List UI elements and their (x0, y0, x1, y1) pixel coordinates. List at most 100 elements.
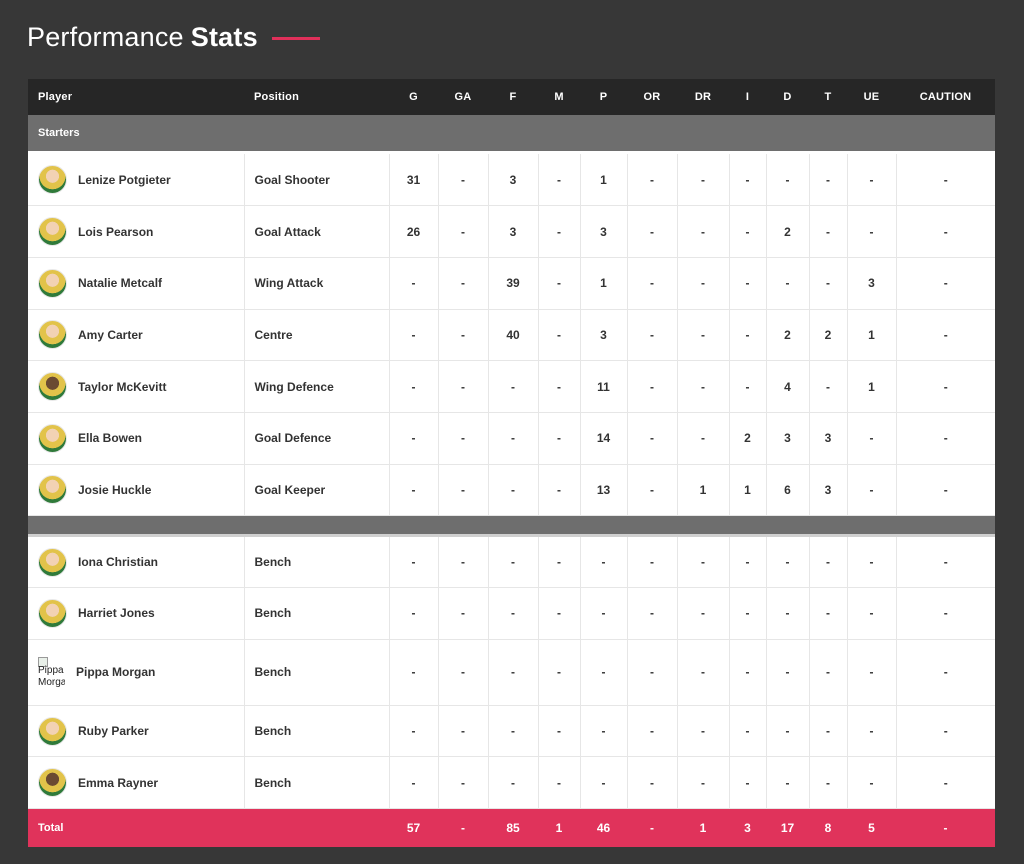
stat-cell: - (728, 205, 766, 258)
player-name[interactable]: Amy Carter (78, 327, 143, 342)
player-cell[interactable]: Lenize Potgieter (28, 154, 244, 207)
stat-cell: - (676, 154, 729, 207)
player-position: Centre (243, 309, 389, 362)
player-row[interactable]: Ella Bowen Goal Defence - - - -14- -2 3 3- - (28, 412, 995, 465)
player-name[interactable]: Ruby Parker (78, 724, 149, 739)
column-header[interactable]: D (766, 79, 809, 115)
stat-cell: - (487, 412, 538, 465)
player-cell[interactable]: Taylor McKevitt (28, 360, 244, 413)
player-cell[interactable]: Ella Bowen (28, 412, 244, 465)
stat-cell: 40 (487, 309, 538, 362)
page-title-light: Performance (27, 22, 184, 52)
player-row[interactable]: Emma Rayner Bench - - - - - - - - - - - - (28, 756, 995, 810)
player-avatar (38, 320, 67, 350)
stat-cell: 26 (388, 205, 438, 258)
player-cell[interactable]: Iona Christian (28, 535, 244, 588)
column-header[interactable]: P (580, 79, 627, 115)
stat-cell: - (537, 756, 580, 810)
total-stat-cell: - (438, 808, 488, 848)
player-cell[interactable]: Josie Huckle (28, 464, 244, 517)
player-cell[interactable]: Ruby Parker (28, 705, 244, 758)
player-cell[interactable]: Harriet Jones (28, 587, 244, 640)
player-name[interactable]: Lenize Potgieter (78, 172, 171, 187)
column-header[interactable]: F (488, 79, 538, 115)
total-stat-cell: 57 (389, 808, 438, 848)
stat-cell: 3 (808, 464, 847, 517)
stat-cell: - (676, 639, 729, 706)
player-name[interactable]: Josie Huckle (78, 482, 152, 497)
stat-cell: - (437, 154, 488, 207)
column-header[interactable]: M (538, 79, 580, 115)
column-header[interactable]: GA (438, 79, 488, 115)
player-cell[interactable]: Lois Pearson (28, 205, 244, 258)
player-row[interactable]: Harriet Jones Bench - - - - - - - - - - - - (28, 587, 995, 640)
stat-cell: - (728, 587, 766, 640)
stat-cell: - (388, 257, 438, 310)
player-cell[interactable]: Emma Rayner (28, 756, 244, 810)
stat-cell: - (626, 257, 677, 310)
stat-cell: - (579, 756, 627, 810)
total-stat-cell: 46 (580, 808, 627, 848)
column-header[interactable]: T (809, 79, 847, 115)
stat-cell: - (537, 360, 580, 413)
player-row[interactable]: Lenize Potgieter Goal Shooter 31-3-1- - - - - -… (28, 154, 995, 207)
broken-avatar-image: Pippa Morgan (38, 657, 65, 687)
stat-cell: - (537, 412, 580, 465)
player-avatar (38, 165, 67, 195)
stat-cell: 14 (579, 412, 627, 465)
stat-cell: 1 (846, 360, 896, 413)
column-header[interactable]: Position (244, 79, 389, 115)
player-cell[interactable]: Natalie Metcalf (28, 257, 244, 310)
avatar-alt-text: Pippa Morgan (38, 665, 65, 688)
stat-cell: - (626, 535, 677, 588)
column-header[interactable]: G (389, 79, 438, 115)
player-name[interactable]: Natalie Metcalf (78, 276, 163, 291)
stat-cell: - (388, 756, 438, 810)
stat-cell: 1 (579, 257, 627, 310)
stat-cell: - (487, 464, 538, 517)
column-header[interactable]: UE (847, 79, 896, 115)
stat-cell: - (728, 257, 766, 310)
stat-cell: - (626, 154, 677, 207)
section-row-bench (28, 515, 995, 538)
player-row[interactable]: Iona Christian Bench - - - - - - - - - - - - (28, 535, 995, 588)
player-name[interactable]: Harriet Jones (78, 606, 155, 621)
stat-cell: - (808, 587, 847, 640)
stat-cell: - (728, 705, 766, 758)
stat-cell: 1 (846, 309, 896, 362)
stat-cell: - (626, 705, 677, 758)
player-name[interactable]: Emma Rayner (78, 775, 159, 790)
column-header[interactable]: Player (28, 79, 244, 115)
player-name[interactable]: Iona Christian (78, 555, 159, 570)
stat-cell: - (437, 639, 488, 706)
player-row[interactable]: Pippa MorganPippa MorganBench-----------… (28, 639, 995, 706)
player-name[interactable]: Lois Pearson (78, 224, 154, 239)
column-header[interactable]: OR (627, 79, 677, 115)
player-cell[interactable]: Pippa Morgan Pippa Morgan (28, 639, 244, 706)
section-row-starters: Starters (28, 115, 995, 151)
player-row[interactable]: Taylor McKevitt Wing Defence - - - -11- - -4-1- (28, 360, 995, 413)
player-row[interactable]: Ruby Parker Bench - - - - - - - - - - - - (28, 705, 995, 758)
player-name[interactable]: Ella Bowen (78, 431, 143, 446)
player-name[interactable]: Pippa Morgan (76, 665, 156, 680)
player-row[interactable]: Josie Huckle Goal Keeper - - - -13-1 1 6 3- - (28, 464, 995, 517)
total-stat-cell: 3 (729, 808, 766, 848)
stat-cell: 39 (487, 257, 538, 310)
stat-cell: - (388, 705, 438, 758)
stat-cell: - (626, 464, 677, 517)
column-header[interactable]: CAUTION (896, 79, 995, 115)
column-header[interactable]: DR (677, 79, 729, 115)
player-cell[interactable]: Amy Carter (28, 309, 244, 362)
player-name[interactable]: Taylor McKevitt (78, 379, 167, 394)
stat-cell: - (537, 535, 580, 588)
player-row[interactable]: Lois Pearson Goal Attack 26-3-3- - -2- - - (28, 205, 995, 258)
stat-cell: - (808, 257, 847, 310)
stat-cell: - (765, 705, 809, 758)
player-row[interactable]: Natalie Metcalf Wing Attack - -39-1- - - - -3- (28, 257, 995, 310)
stat-cell: - (487, 705, 538, 758)
column-header[interactable]: I (729, 79, 766, 115)
stat-cell: - (728, 639, 766, 706)
player-row[interactable]: Amy Carter Centre - -40-3- - -2 2 1- (28, 309, 995, 362)
stat-cell: - (537, 587, 580, 640)
section-spacer (28, 151, 995, 154)
